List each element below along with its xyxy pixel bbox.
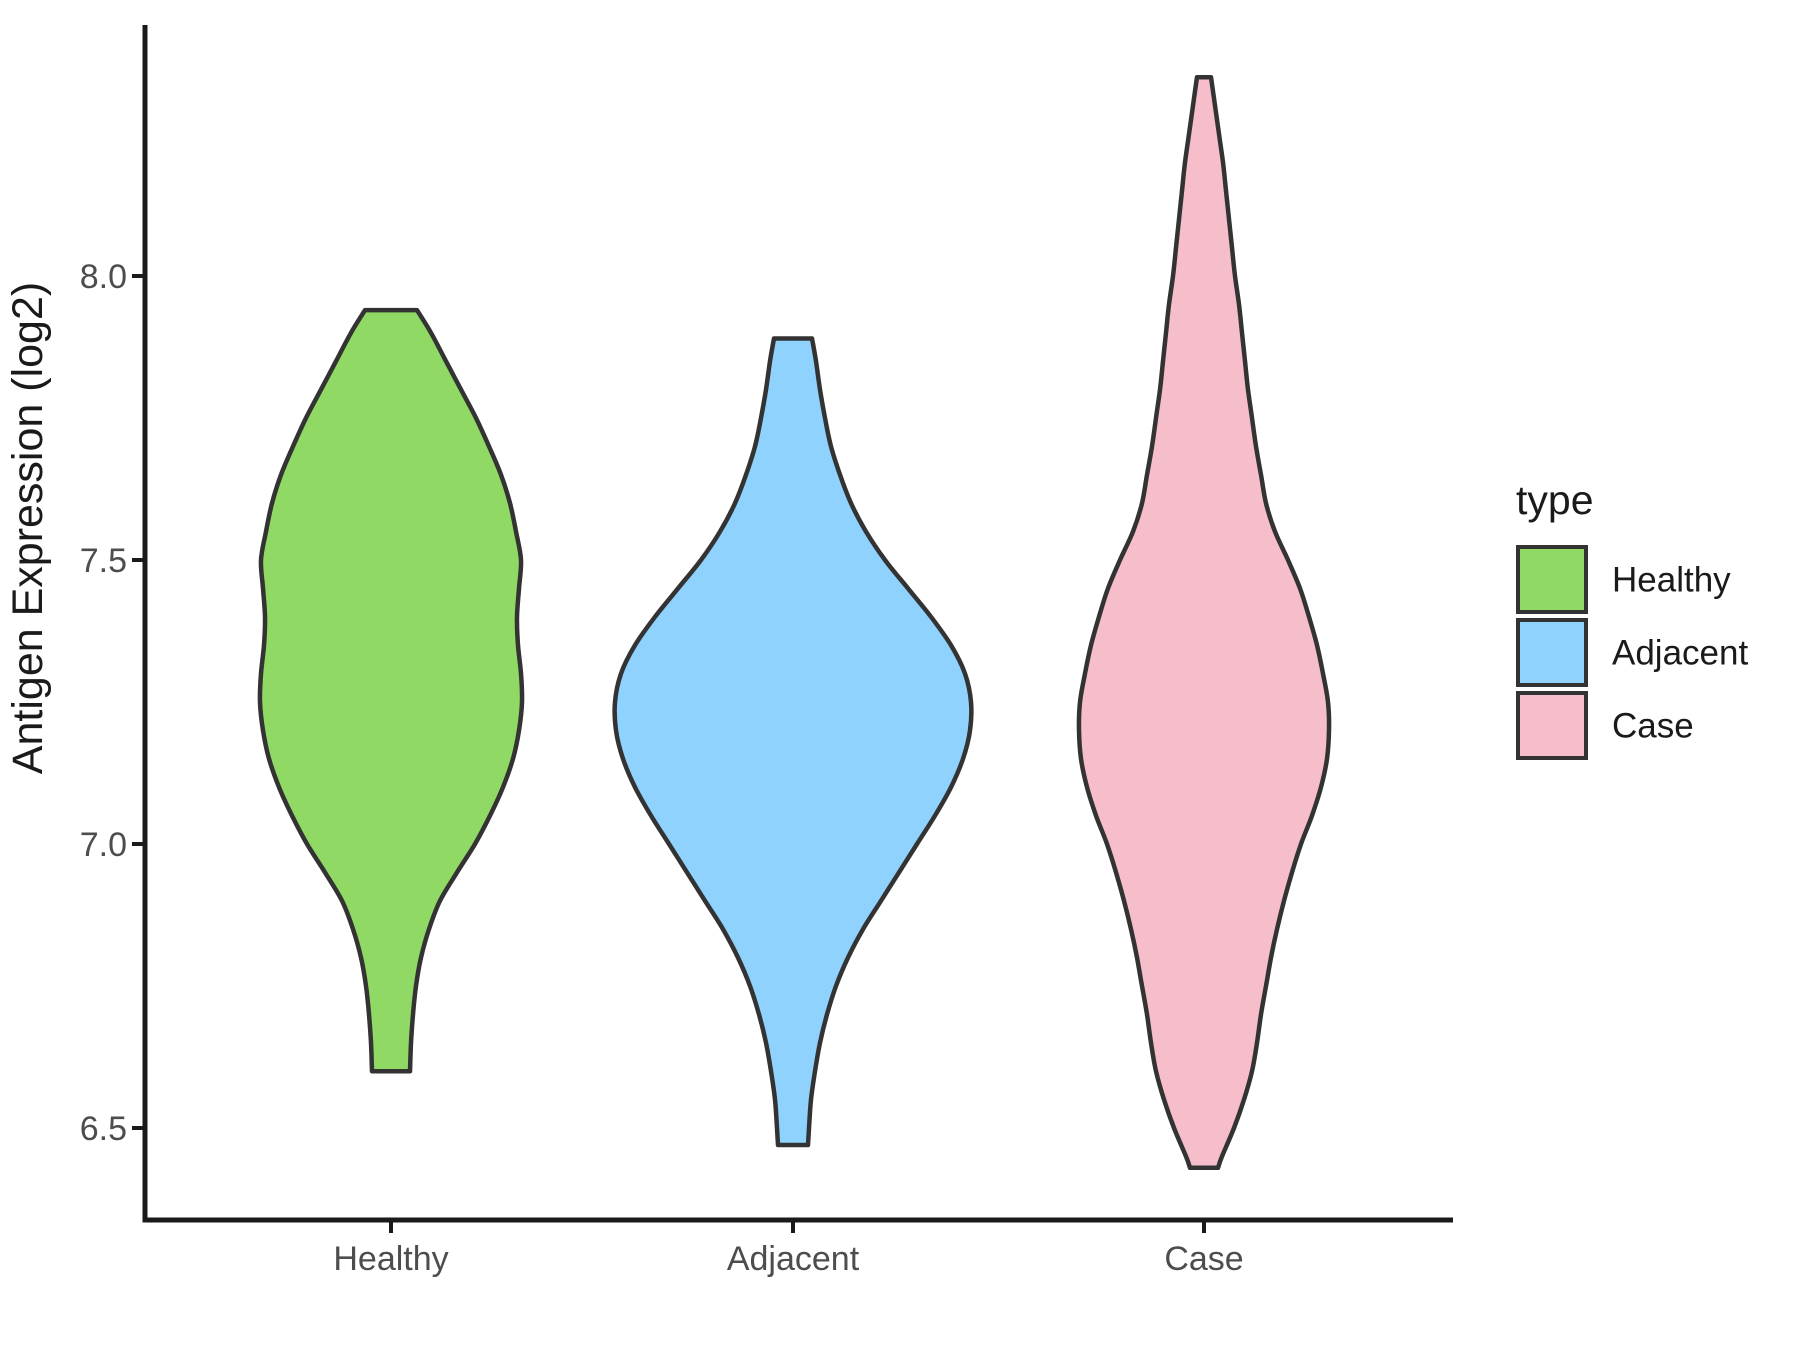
y-tick-label: 7.5 <box>80 542 127 580</box>
legend-label-healthy: Healthy <box>1612 561 1731 600</box>
legend-key-adjacent <box>1516 618 1588 687</box>
x-category-label: Adjacent <box>727 1240 860 1278</box>
y-tick-label: 6.5 <box>80 1110 127 1148</box>
x-category-label: Case <box>1164 1240 1243 1278</box>
legend-key-healthy <box>1516 545 1588 614</box>
y-tick-label: 8.0 <box>80 258 127 296</box>
violin-adjacent <box>612 336 974 1148</box>
tick-labels-group: 6.5 7.0 7.5 8.0 Healthy Adjacent Case <box>80 258 1244 1278</box>
axes-group <box>132 25 1453 1233</box>
legend-key-case <box>1516 691 1588 760</box>
legend-label-case: Case <box>1612 707 1694 746</box>
legend: type Healthy Adjacent Case <box>1516 477 1748 760</box>
legend-label-adjacent: Adjacent <box>1612 634 1748 673</box>
y-tick-label: 7.0 <box>80 826 127 864</box>
y-axis-title: Antigen Expression (log2) <box>4 282 52 774</box>
x-category-label: Healthy <box>333 1240 448 1278</box>
violin-healthy <box>257 307 525 1074</box>
violins-group <box>257 74 1332 1171</box>
legend-title: type <box>1516 477 1594 523</box>
violin-case <box>1076 74 1332 1171</box>
